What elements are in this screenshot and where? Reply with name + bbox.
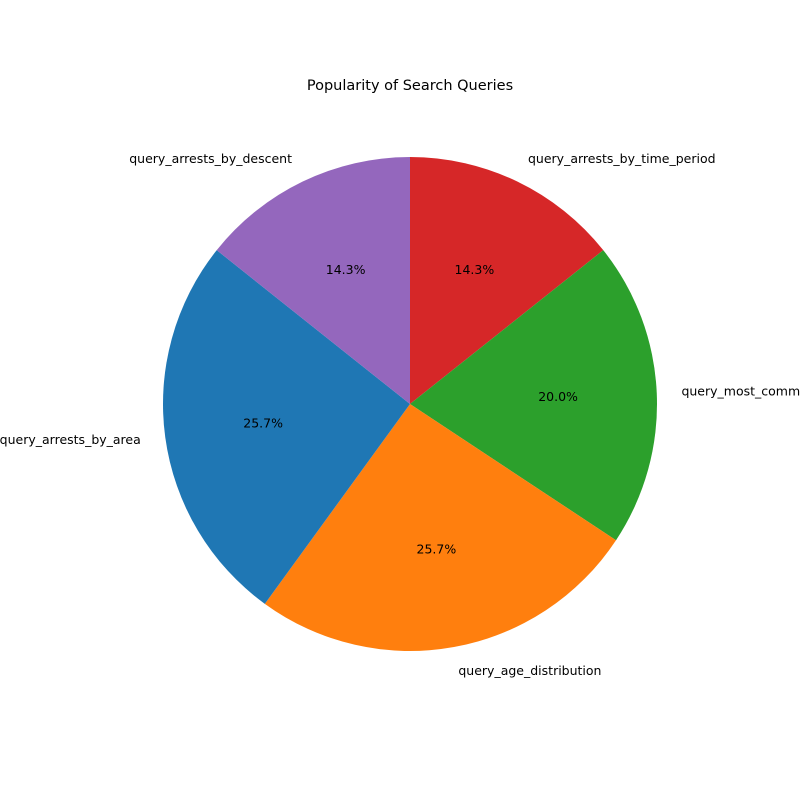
percent-label: 25.7% (417, 541, 457, 556)
percent-label: 20.0% (538, 389, 578, 404)
percent-labels: 14.3% 20.0% 25.7% 25.7% 14.3% (243, 262, 578, 556)
chart-title: Popularity of Search Queries (307, 78, 513, 94)
slice-labels: query_arrests_by_time_period query_most_c… (0, 151, 800, 678)
percent-label: 25.7% (243, 415, 283, 430)
slice-label: query_arrests_by_time_period (528, 151, 716, 166)
slice-label: query_most_common_charges (681, 384, 800, 399)
percent-label: 14.3% (326, 262, 366, 277)
pie-slice (264, 404, 617, 652)
pie-slice (410, 157, 604, 404)
percent-label: 14.3% (455, 262, 495, 277)
pie-slices (162, 157, 658, 652)
slice-label: query_age_distribution (458, 663, 601, 678)
pie-slice (216, 157, 410, 404)
pie-slice (162, 250, 410, 604)
slice-label: query_arrests_by_area (0, 432, 141, 447)
pie-slice (410, 250, 658, 541)
slice-label: query_arrests_by_descent (129, 151, 292, 166)
